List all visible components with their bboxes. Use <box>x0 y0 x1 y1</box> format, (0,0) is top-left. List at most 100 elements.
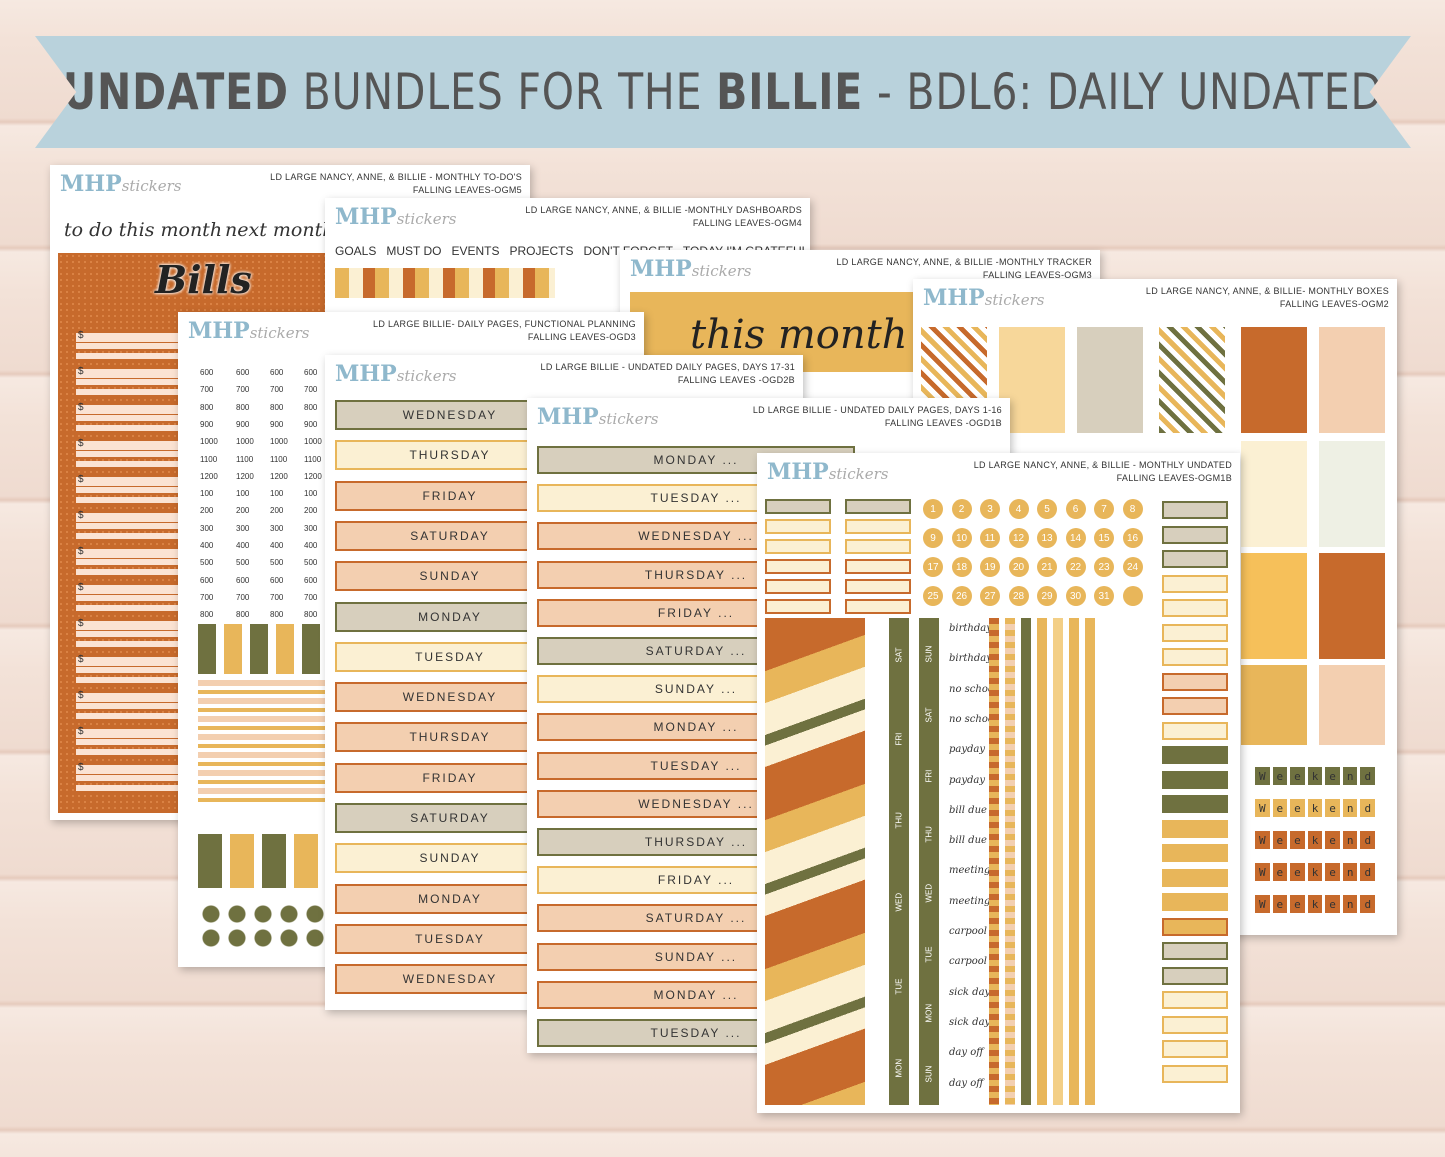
day-tab-label: TUE <box>924 946 934 963</box>
time-label: 1200 <box>270 471 288 481</box>
time-label: 200 <box>236 506 250 516</box>
weekend-letter: W <box>1255 767 1270 785</box>
date-circle: 22 <box>1065 557 1086 577</box>
date-circle: 20 <box>1008 557 1029 577</box>
day-tab-label: SUN <box>924 645 934 663</box>
checkbox-strip <box>1162 501 1228 519</box>
checkbox-strip <box>1162 672 1228 691</box>
weekend-letter: e <box>1290 863 1305 881</box>
time-label: 1100 <box>270 454 288 464</box>
day-tab-label: WED <box>924 883 934 903</box>
day-tab-label: SUN <box>924 1065 934 1083</box>
date-circle: 10 <box>951 528 972 548</box>
label-box <box>845 579 911 594</box>
time-label: 700 <box>200 385 214 395</box>
date-circle: 5 <box>1037 499 1057 519</box>
day-bar: WEDNESDAY <box>335 964 565 995</box>
weekend-letter: e <box>1272 831 1288 849</box>
bill-row-dollar: $ <box>78 474 84 485</box>
day-tab-label: SAT <box>894 647 904 663</box>
brand-logo: MHPstickers <box>335 204 457 230</box>
day-bar: TUESDAY <box>335 641 565 672</box>
time-label: 200 <box>304 506 318 516</box>
date-circle: 25 <box>923 586 943 606</box>
next-month-heading: next month <box>225 219 335 241</box>
checkbox-strip <box>1162 1064 1228 1083</box>
weekend-letter: e <box>1325 863 1340 881</box>
time-label: 900 <box>200 419 214 429</box>
date-circle: 30 <box>1065 586 1086 606</box>
box-col-b <box>1319 441 1385 547</box>
day-bar: WEDNESDAY <box>335 400 565 430</box>
weekend-letter: d <box>1360 799 1376 817</box>
label-box <box>845 519 911 534</box>
bill-row-dollar: $ <box>78 438 84 449</box>
checkbox-strip <box>1162 991 1228 1009</box>
event-label: birthday <box>949 623 992 634</box>
label-box <box>845 559 911 574</box>
box-col-f <box>1319 665 1385 745</box>
time-label: 900 <box>236 419 250 429</box>
box-leaves-1 <box>999 327 1065 433</box>
event-label: meeting <box>949 895 991 907</box>
time-label: 800 <box>304 402 318 412</box>
weekend-letter: e <box>1290 895 1305 913</box>
bill-row-dollar: $ <box>78 402 84 413</box>
box-stripes-2 <box>1159 327 1225 433</box>
time-label: 1100 <box>200 454 218 464</box>
weekend-letter: e <box>1325 895 1340 913</box>
time-label: 1200 <box>236 471 254 481</box>
date-circle: 8 <box>1122 499 1143 519</box>
banner-title: UNDATED BUNDLES FOR THE BILLIE - BDL6: D… <box>63 63 1383 121</box>
date-circle: 28 <box>1008 586 1029 606</box>
day-strip-b <box>919 618 939 1105</box>
time-label: 700 <box>270 592 284 602</box>
day-tab-label: FRI <box>894 732 904 746</box>
weekend-letter: e <box>1325 767 1340 785</box>
bill-row-dollar: $ <box>78 690 84 701</box>
time-label: 400 <box>200 541 214 550</box>
time-label: 600 <box>236 368 250 377</box>
label-box <box>765 559 831 574</box>
date-circle: 21 <box>1037 557 1057 577</box>
day-bar: WEDNESDAY <box>335 682 565 713</box>
time-label: 600 <box>270 368 284 377</box>
checkbox-strip <box>1162 623 1228 642</box>
bill-row-dollar: $ <box>78 510 84 521</box>
weekend-letter: n <box>1342 895 1358 913</box>
time-label: 700 <box>304 592 318 602</box>
box-col-c <box>1241 553 1307 659</box>
event-label: sick day <box>949 986 991 998</box>
date-circle: 13 <box>1037 528 1057 548</box>
brand-logo: MHPstickers <box>537 404 659 430</box>
sheet-title: LD LARGE NANCY, ANNE, & BILLIE -MONTHLY … <box>836 257 1092 280</box>
date-circle: 19 <box>980 557 1000 577</box>
bills-heading: Bills <box>155 257 252 302</box>
date-circle: 9 <box>923 528 943 548</box>
box-col-a <box>1241 441 1307 547</box>
time-label: 100 <box>236 489 250 499</box>
date-circle: 16 <box>1122 528 1143 548</box>
time-label: 500 <box>270 558 284 568</box>
time-label: 300 <box>236 523 250 533</box>
time-label: 800 <box>270 610 284 620</box>
day-bar: THURSDAY <box>335 722 565 753</box>
event-label: carpool <box>949 926 987 937</box>
weekend-letter: k <box>1307 831 1323 849</box>
time-label: 100 <box>270 489 284 499</box>
time-label: 500 <box>304 558 318 568</box>
time-label: 300 <box>304 523 318 533</box>
bill-row-dollar: $ <box>78 654 84 665</box>
box-col-d <box>1319 553 1385 659</box>
todo-heading: to do this month <box>64 219 223 241</box>
time-label: 900 <box>304 419 318 429</box>
event-label: day off <box>949 1077 984 1089</box>
dot-stickers <box>198 902 338 950</box>
weekend-letter: d <box>1360 767 1376 785</box>
leaf-strip-tall <box>765 618 865 1105</box>
event-label: no school <box>949 713 998 725</box>
weekend-letter: e <box>1290 831 1305 849</box>
checkbox-strip <box>1162 648 1228 666</box>
time-label: 200 <box>270 506 284 516</box>
day-bar: SATURDAY <box>335 803 565 833</box>
